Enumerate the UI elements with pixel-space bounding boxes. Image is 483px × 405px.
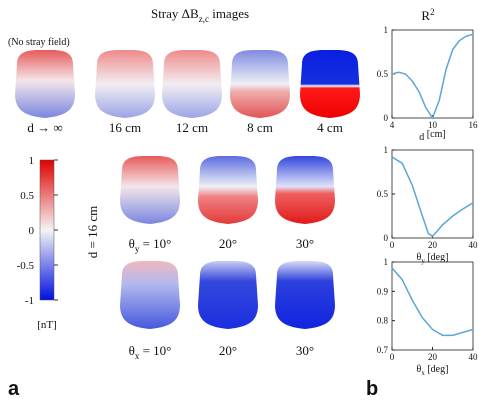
x-axis-label: θy [deg] [417, 252, 449, 265]
label-subscript: y [135, 244, 140, 254]
field-image [300, 49, 360, 118]
x-axis-label: d [cm] [419, 129, 445, 143]
title-subscript: z,c [199, 14, 209, 24]
colorbar-tick-label: 0 [29, 225, 35, 237]
x-tick-label: 10 [428, 120, 438, 130]
colorbar-tick-label: -0.5 [17, 260, 35, 272]
label-text: [deg] [425, 364, 449, 375]
image-label: 30° [296, 343, 314, 358]
colorbar-tick-label: 0.5 [20, 190, 34, 202]
colorbar-tick-label: -1 [25, 295, 34, 307]
image-label: 8 cm [247, 120, 273, 135]
field-image [120, 155, 180, 224]
colorbar-unit: [nT] [37, 319, 57, 331]
title-superscript: 2 [430, 7, 435, 17]
plot-frame [391, 149, 474, 239]
y-tick-label: 1 [384, 25, 389, 35]
label-text: = 10° [139, 236, 171, 251]
image-label: 20° [219, 236, 237, 251]
label-symbol: θ [417, 252, 422, 263]
image-label: 30° [296, 236, 314, 251]
field-image [230, 49, 290, 118]
field-image [275, 155, 335, 224]
image-label: θx = 10° [129, 343, 172, 361]
label-symbol: d [419, 132, 424, 143]
y-tick-label: 0 [384, 233, 389, 243]
colorbar [39, 159, 55, 301]
y-tick-label: 0.8 [377, 316, 389, 326]
y-tick-label: 0.5 [377, 189, 389, 199]
title-text: images [209, 6, 249, 21]
title-text: R [421, 8, 430, 23]
panel-a-title: Stray ΔBz,c images [151, 6, 249, 24]
plot-frame [391, 261, 474, 351]
field-image [275, 260, 335, 329]
x-tick-label: 20 [428, 240, 438, 250]
y-tick-label: 0.9 [377, 286, 389, 296]
label-text: [deg] [425, 252, 449, 263]
panel-label: a [8, 378, 20, 400]
label-subscript: y [421, 257, 425, 265]
label-symbol: θ [129, 343, 135, 358]
field-image [15, 49, 75, 118]
field-image [162, 49, 222, 118]
title-text: Stray ΔB [151, 6, 199, 21]
label-text: [cm] [424, 129, 445, 140]
label-subscript: x [421, 369, 425, 377]
field-image [198, 260, 258, 329]
panel-b-title: R2 [421, 7, 434, 23]
image-label: d → ∞ [27, 120, 62, 135]
data-line [391, 156, 474, 238]
y-tick-label: 1 [384, 145, 389, 155]
field-image [120, 260, 180, 329]
x-tick-label: 4 [390, 120, 395, 130]
x-axis-label: θx [deg] [417, 364, 449, 377]
x-tick-label: 40 [469, 240, 479, 250]
y-tick-label: 0.7 [377, 345, 389, 355]
colorbar-tick-label: 1 [29, 155, 35, 167]
label-subscript: x [135, 351, 140, 361]
label-text: = 10° [139, 343, 171, 358]
x-tick-label: 20 [428, 352, 438, 362]
data-line [391, 267, 474, 337]
y-tick-label: 0 [384, 113, 389, 123]
vertical-label: d = 16 cm [85, 206, 100, 258]
data-line [391, 33, 474, 120]
field-image [95, 49, 155, 118]
x-tick-label: 16 [469, 120, 479, 130]
field-image [198, 155, 258, 224]
x-tick-label: 0 [390, 240, 395, 250]
image-label: θy = 10° [129, 236, 172, 254]
label-symbol: θ [417, 364, 422, 375]
panel-label: b [366, 378, 378, 400]
note: (No stray field) [8, 37, 70, 48]
y-tick-label: 1 [384, 257, 389, 267]
image-label: 20° [219, 343, 237, 358]
image-label: 12 cm [176, 120, 208, 135]
image-label: 4 cm [317, 120, 343, 135]
label-symbol: θ [129, 236, 135, 251]
x-tick-label: 0 [390, 352, 395, 362]
y-tick-label: 0.5 [377, 69, 389, 79]
image-label: 16 cm [109, 120, 141, 135]
x-tick-label: 40 [469, 352, 479, 362]
